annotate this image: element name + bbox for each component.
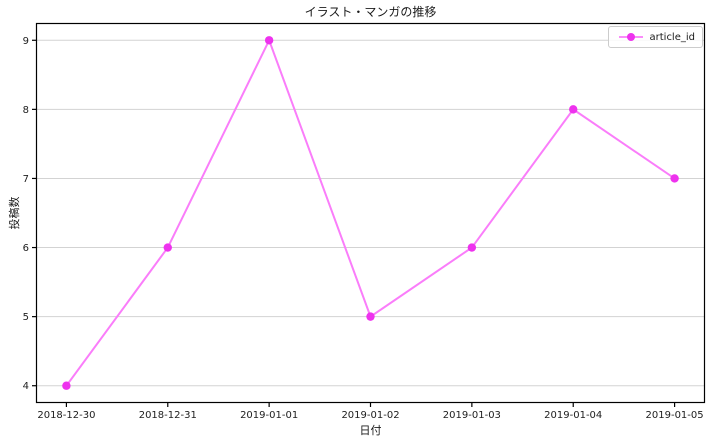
x-tick-label: 2019-01-04: [544, 410, 602, 421]
legend-series-label: article_id: [649, 31, 696, 43]
x-tick-label: 2019-01-05: [646, 410, 704, 421]
data-point-marker: [366, 312, 375, 321]
data-point-marker: [467, 243, 477, 252]
y-tick-label: 9: [23, 36, 29, 47]
plot-frame: [35, 22, 706, 404]
y-tick-label: 7: [23, 174, 29, 185]
legend-sample-marker-icon: [626, 33, 635, 41]
chart-title: イラスト・マンガの推移: [304, 5, 437, 19]
y-tick-label: 8: [23, 105, 29, 116]
x-tick-label: 2019-01-01: [240, 410, 298, 421]
x-tick-label: 2018-12-31: [139, 410, 197, 421]
data-point-marker: [163, 243, 172, 252]
series-line: [65, 39, 676, 387]
data-point-marker: [264, 36, 274, 45]
y-tick-label: 6: [23, 243, 29, 254]
x-axis-label: 日付: [359, 424, 382, 437]
data-point-marker: [569, 105, 578, 114]
data-point-marker: [62, 381, 71, 390]
x-tick-label: 2018-12-30: [37, 410, 95, 421]
y-tick-label: 4: [23, 381, 29, 392]
x-tick-label: 2019-01-02: [341, 410, 399, 421]
y-tick-label: 5: [23, 312, 29, 323]
legend-box: article_id: [607, 26, 703, 48]
data-point-marker: [670, 174, 679, 183]
legend-line-sample: [618, 33, 643, 41]
x-tick-label: 2019-01-03: [443, 410, 501, 421]
